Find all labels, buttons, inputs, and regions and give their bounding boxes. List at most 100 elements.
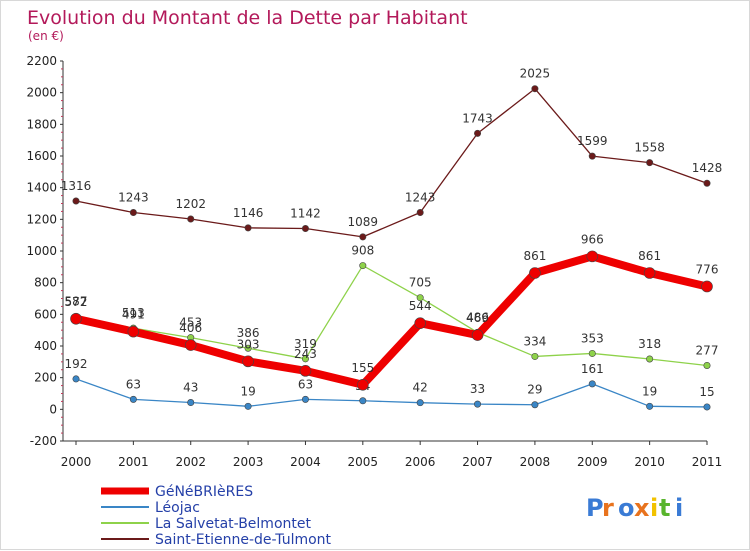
data-label: 43 xyxy=(183,381,198,395)
data-point xyxy=(184,339,197,351)
x-tick-label: 2007 xyxy=(462,455,493,469)
data-label: 192 xyxy=(65,357,88,371)
y-tick-label: 400 xyxy=(34,339,57,353)
logo-letter: x xyxy=(634,494,650,522)
logo-letter: o xyxy=(618,494,635,522)
y-tick-label: -200 xyxy=(30,434,57,448)
data-label: 1428 xyxy=(692,161,723,175)
series-line xyxy=(75,88,708,238)
data-label: 453 xyxy=(179,316,202,330)
data-point xyxy=(416,294,424,302)
data-point xyxy=(129,395,137,403)
data-point xyxy=(531,401,539,409)
x-tick-label: 2002 xyxy=(175,455,206,469)
data-label: 776 xyxy=(696,262,719,276)
data-point xyxy=(643,267,656,279)
data-point xyxy=(187,399,195,407)
series-g-n-bri-res: 572 491 406 303 243 155 544 469 861 966 861 776 xyxy=(65,232,719,391)
data-label: 33 xyxy=(470,382,485,396)
data-label: 42 xyxy=(413,381,428,395)
data-point xyxy=(72,197,80,205)
data-point xyxy=(359,233,367,241)
y-tick-label: 600 xyxy=(34,307,57,321)
legend-label: Léojac xyxy=(155,500,200,516)
data-point xyxy=(531,352,539,360)
data-point xyxy=(474,129,482,137)
chart-title: Evolution du Montant de la Dette par Hab… xyxy=(27,7,468,29)
y-tick-label: 1800 xyxy=(26,117,57,131)
data-label: 1243 xyxy=(405,191,436,205)
data-label: 705 xyxy=(409,276,432,290)
data-point xyxy=(646,402,654,410)
data-label: 1089 xyxy=(348,215,379,229)
data-label: 406 xyxy=(179,321,202,335)
data-point xyxy=(70,312,82,325)
data-point xyxy=(703,403,711,411)
data-label: 861 xyxy=(638,249,661,263)
series-line xyxy=(72,252,711,389)
y-tick-label: 800 xyxy=(34,276,57,290)
data-point xyxy=(588,349,596,357)
data-point xyxy=(588,152,596,160)
data-label: 277 xyxy=(696,343,719,357)
data-label: 19 xyxy=(240,384,255,398)
data-point xyxy=(416,399,424,407)
legend-item: GéNéBRIèRES xyxy=(101,484,253,500)
data-point xyxy=(414,317,426,330)
data-label: 303 xyxy=(237,337,260,351)
axes: -200 0 200 400 600 800 1000 1200 1400 1600 1800 200… xyxy=(26,54,722,469)
plot-area: 1316 1243 1202 1146 1142 1089 1243 1743 2025 1599… xyxy=(61,67,723,411)
data-label: 2025 xyxy=(520,67,551,81)
y-tick-label: 1400 xyxy=(26,181,57,195)
data-label: 334 xyxy=(523,334,546,348)
data-label: 544 xyxy=(409,299,432,313)
logo-letter: t xyxy=(659,494,670,522)
legend-label: Saint-Etienne-de-Tulmont xyxy=(155,532,332,548)
data-label: 1316 xyxy=(61,179,92,193)
data-point xyxy=(529,267,541,279)
data-point xyxy=(474,400,482,408)
x-tick-label: 2006 xyxy=(405,455,436,469)
data-label: 161 xyxy=(581,362,604,376)
series-line xyxy=(75,264,708,367)
y-tick-label: 1600 xyxy=(26,149,57,163)
data-label: 19 xyxy=(642,384,657,398)
data-label: 1558 xyxy=(634,141,665,155)
data-point xyxy=(531,85,539,93)
data-point xyxy=(129,209,137,217)
data-label: 908 xyxy=(351,244,374,258)
y-tick-label: 2000 xyxy=(26,86,57,100)
series-l-ojac: 19263431963544233291611915 xyxy=(65,357,715,411)
x-tick-label: 2005 xyxy=(348,455,379,469)
x-tick-label: 2008 xyxy=(520,455,551,469)
data-label: 861 xyxy=(523,249,546,263)
logo-letter: i xyxy=(650,494,658,522)
data-label: 486 xyxy=(466,310,489,324)
data-label: 353 xyxy=(581,331,604,345)
x-tick-label: 2003 xyxy=(233,455,264,469)
data-label: 319 xyxy=(294,337,317,351)
x-tick-label: 2011 xyxy=(692,455,723,469)
data-point xyxy=(588,380,596,388)
legend-label: GéNéBRIèRES xyxy=(155,484,253,500)
data-label: 1142 xyxy=(290,207,321,221)
data-label: 386 xyxy=(237,326,260,340)
data-label: 29 xyxy=(527,383,542,397)
data-label: 1243 xyxy=(118,191,149,205)
data-point xyxy=(187,215,195,223)
chart-subtitle: (en €) xyxy=(28,29,64,43)
data-label: 491 xyxy=(122,308,145,322)
y-tick-label: 0 xyxy=(49,402,57,416)
legend-label: La Salvetat-Belmontet xyxy=(155,516,311,532)
logo-letter: P xyxy=(586,494,604,522)
logo-letter: r xyxy=(602,494,614,522)
data-point xyxy=(701,280,713,293)
data-point xyxy=(359,262,367,270)
data-point xyxy=(127,325,140,338)
x-tick-label: 2004 xyxy=(290,455,321,469)
data-label: 155 xyxy=(351,361,374,375)
data-label: 572 xyxy=(65,295,88,309)
data-label: 63 xyxy=(126,377,141,391)
data-point xyxy=(703,361,711,369)
